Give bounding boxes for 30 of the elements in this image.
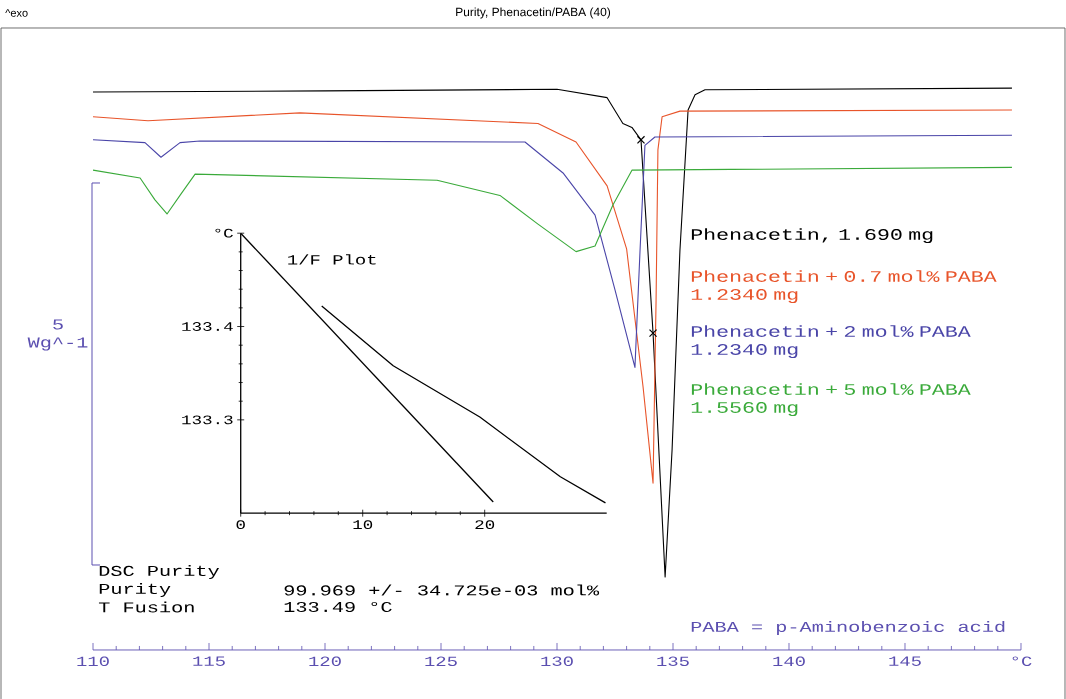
- chart-title: Purity, Phenacetin/PABA (40): [456, 7, 611, 19]
- annotation: DSC Purity: [99, 565, 220, 579]
- text: Phenacetin + 0.7 mol% PABA 1.2340 mg: [691, 270, 997, 304]
- text: 1/F Plot: [288, 254, 376, 265]
- x-tick-label: 115: [193, 656, 225, 666]
- x-tick-label: 145: [889, 656, 921, 666]
- annotation: T Fusion: [98, 601, 194, 613]
- annotation: Purity: [99, 583, 171, 597]
- x-tick-label: 125: [425, 656, 457, 667]
- x-tick-label: 0: [236, 520, 245, 530]
- x-tick-label: 140: [773, 656, 805, 667]
- x-tick-label: 130: [541, 656, 573, 667]
- y-tick-label: °C: [215, 228, 233, 238]
- line-series: [321, 305, 607, 504]
- annotation: 99.969 +/- 34.725e-03 mol%: [284, 584, 600, 596]
- y-axis-title: 5 Wg^-1: [27, 319, 88, 351]
- text: ^exo: [5, 9, 28, 17]
- annotation: PABA = p-Aminobenzoic acid: [691, 620, 1005, 635]
- series-label: Phenacetin, 1.690 mg: [691, 228, 933, 244]
- x-tick-label: 135: [657, 656, 689, 667]
- x-tick-label: 10: [353, 520, 373, 530]
- x-tick-label: 110: [77, 656, 109, 667]
- x-tick-label: °C: [1012, 656, 1032, 667]
- y-tick-label: 133.4: [182, 322, 233, 331]
- x-tick-label: 20: [475, 520, 495, 530]
- text: Phenacetin + 2 mol% PABA 1.2340 mg: [691, 325, 971, 359]
- y-tick-label: 133.3: [182, 415, 233, 425]
- text: Phenacetin + 5 mol% PABA 1.5560 mg: [691, 383, 971, 417]
- x-tick-label: 120: [309, 656, 341, 667]
- annotation: 133.49 °C: [284, 601, 392, 613]
